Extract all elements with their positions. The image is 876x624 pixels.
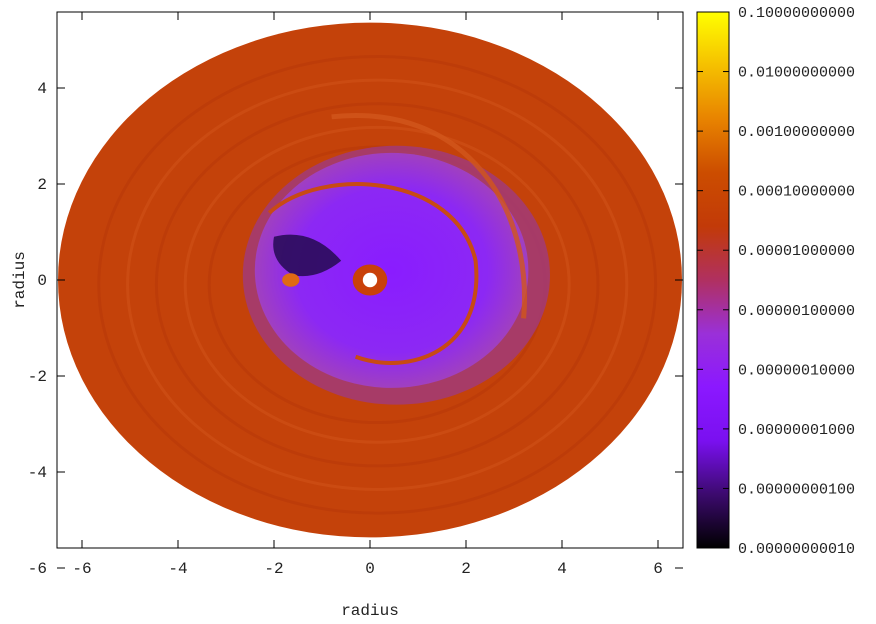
x-tick-label: -4: [168, 560, 187, 578]
colorbar-label: 0.00000010000: [738, 362, 855, 379]
y-tick-label: 2: [37, 176, 47, 194]
y-tick-label: 6: [37, 0, 47, 2]
disk-ring: [97, 55, 658, 515]
planet-clump: [282, 273, 300, 287]
y-tick-label: -2: [28, 368, 47, 386]
disk-image: [58, 22, 682, 538]
inner-hole: [362, 272, 378, 288]
disk-ring: [183, 125, 571, 444]
colorbar-label: 0.00000000100: [738, 481, 855, 498]
outer-arm: [331, 113, 527, 319]
y-tick-label: 4: [37, 80, 47, 98]
colorbar-ticks: 0.10000000000 0.01000000000 0.00100000000 0…: [697, 5, 855, 558]
colorbar-label: 0.00001000000: [738, 243, 855, 260]
spiral-arm: [267, 182, 479, 365]
x-tick-label: -6: [72, 560, 91, 578]
colorbar-label: 0.00000001000: [738, 422, 855, 439]
x-tick-label: 4: [557, 560, 567, 578]
x-axis: -6 -4 -2 0 2 4 6: [72, 12, 663, 578]
colorbar-label: 0.00100000000: [738, 124, 855, 141]
disk-ring: [154, 102, 600, 468]
x-tick-label: 6: [653, 560, 663, 578]
y-tick-label: -6: [28, 560, 47, 578]
colorbar: [696, 11, 730, 549]
y-tick-label: -4: [28, 464, 47, 482]
y-tick-label: 0: [37, 272, 47, 290]
x-tick-label: 0: [365, 560, 375, 578]
colorbar-label: 0.00010000000: [738, 184, 855, 201]
colorbar-label: 0.10000000000: [738, 5, 855, 22]
disk-ring: [126, 78, 629, 491]
y-axis: 6 4 2 0 -2 -4 -6: [28, 0, 683, 578]
colorbar-label: 0.00000100000: [738, 303, 855, 320]
x-axis-title: radius: [341, 602, 399, 620]
x-tick-label: -2: [264, 560, 283, 578]
x-tick-label: 2: [461, 560, 471, 578]
y-axis-title: radius: [11, 251, 29, 309]
void-region: [273, 234, 342, 277]
colorbar-label: 0.01000000000: [738, 65, 855, 82]
colorbar-label: 0.00000000010: [738, 541, 855, 558]
